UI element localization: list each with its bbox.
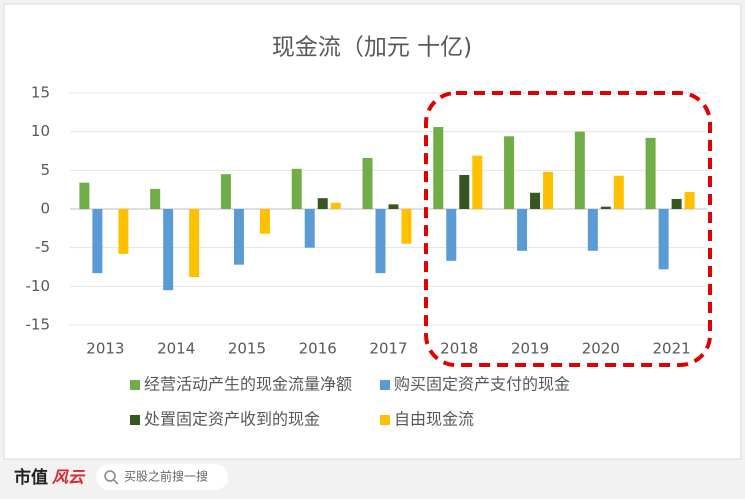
bar <box>517 209 528 251</box>
y-tick-label: 15 <box>31 84 50 102</box>
bar <box>79 182 90 209</box>
legend-label: 自由现金流 <box>394 410 474 429</box>
x-tick-label: 2017 <box>369 340 407 358</box>
legend-label: 购买固定资产支付的现金 <box>394 375 570 394</box>
bar <box>587 209 598 251</box>
logo-text: 市值 <box>14 467 48 488</box>
search-icon <box>113 479 119 485</box>
search-box[interactable] <box>96 464 228 490</box>
bar <box>459 174 470 209</box>
x-tick-label: 2021 <box>653 340 691 358</box>
bar <box>220 174 231 209</box>
x-tick-label: 2013 <box>86 340 124 358</box>
bar <box>150 188 161 209</box>
bar <box>613 175 624 209</box>
bar <box>118 209 129 254</box>
bar <box>446 209 457 261</box>
bar <box>574 131 585 209</box>
bar <box>671 198 682 209</box>
bar <box>92 209 103 274</box>
x-tick-label: 2016 <box>299 340 337 358</box>
bar <box>684 191 695 209</box>
x-tick-label: 2019 <box>511 340 549 358</box>
highlight-box <box>424 91 712 367</box>
x-tick-label: 2015 <box>228 340 266 358</box>
bar <box>472 155 483 209</box>
y-tick-label: 5 <box>40 161 50 179</box>
y-tick-label: -5 <box>35 238 50 256</box>
bar <box>362 157 373 209</box>
chart-card <box>3 3 742 460</box>
bar <box>375 209 386 274</box>
legend-swatch <box>130 380 140 390</box>
bar <box>600 206 611 209</box>
bar <box>317 198 328 209</box>
bar <box>401 209 412 244</box>
y-tick-label: 10 <box>31 122 50 140</box>
chart-title: 现金流（加元 十亿) <box>272 35 472 61</box>
bar <box>189 209 200 278</box>
y-tick-label: -15 <box>26 316 51 334</box>
search-placeholder: 买股之前搜一搜 <box>124 469 208 484</box>
x-tick-label: 2018 <box>440 340 478 358</box>
legend-swatch <box>130 415 140 425</box>
legend-label: 处置固定资产收到的现金 <box>144 410 320 429</box>
bar <box>388 204 399 209</box>
bar <box>645 137 656 209</box>
bar <box>530 192 541 209</box>
bar <box>330 202 341 209</box>
bar <box>658 209 669 270</box>
bar <box>304 209 315 248</box>
legend-swatch <box>380 415 390 425</box>
bar <box>543 171 554 209</box>
legend-swatch <box>380 380 390 390</box>
x-tick-label: 2014 <box>157 340 195 358</box>
y-tick-label: -10 <box>26 277 51 295</box>
search-icon <box>104 470 116 482</box>
bar <box>233 209 244 265</box>
legend-label: 经营活动产生的现金流量净额 <box>144 375 352 394</box>
bar <box>291 168 302 209</box>
bar <box>433 127 444 209</box>
y-tick-label: 0 <box>40 200 50 218</box>
bar <box>504 136 515 209</box>
bar <box>259 209 270 234</box>
x-tick-label: 2020 <box>582 340 620 358</box>
logo-text: 风云 <box>52 468 86 487</box>
bar <box>163 209 174 291</box>
